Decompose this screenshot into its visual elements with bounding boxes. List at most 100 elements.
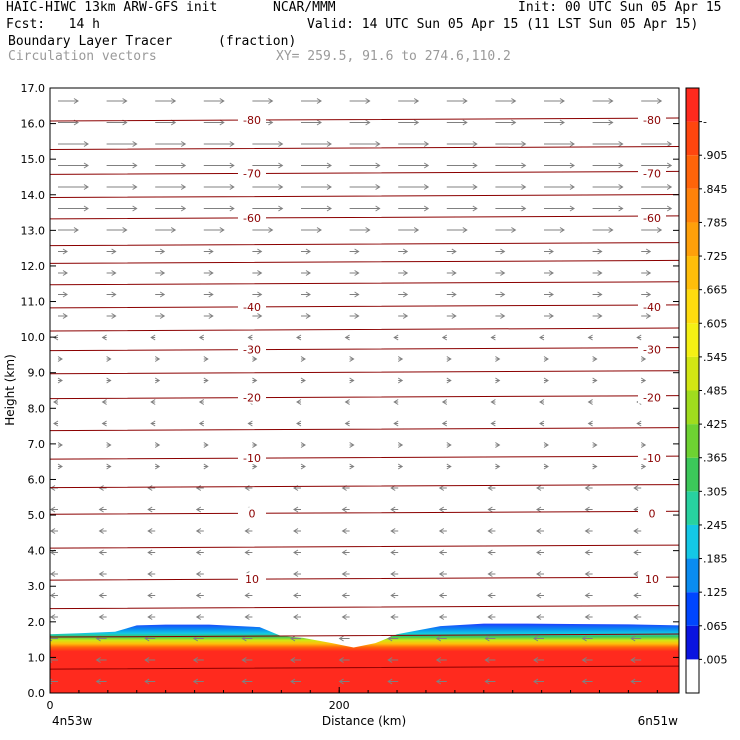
colorbar-label: .005 bbox=[703, 653, 728, 666]
wind-vector-head bbox=[257, 270, 263, 276]
colorbar-label: .485 bbox=[703, 385, 728, 398]
colorbar-label: .425 bbox=[703, 418, 728, 431]
wind-vector-head bbox=[435, 635, 442, 642]
wind-vector-head bbox=[511, 119, 517, 126]
wind-vector-head bbox=[511, 98, 517, 104]
wind-vector-head bbox=[587, 399, 593, 405]
wind-vector-head bbox=[645, 248, 652, 255]
wind-vector-head bbox=[341, 528, 347, 534]
wind-vector-head bbox=[640, 463, 647, 470]
y-tick-label: 1.0 bbox=[28, 651, 46, 664]
wind-vector-head bbox=[633, 592, 639, 599]
wind-vector-head bbox=[597, 313, 603, 319]
wind-vector-head bbox=[147, 571, 153, 577]
wind-vector-head bbox=[195, 506, 202, 513]
wind-vector-head bbox=[548, 313, 554, 319]
wind-vector-head bbox=[278, 162, 284, 169]
wind-vector-head bbox=[365, 98, 371, 104]
wind-vector-head bbox=[50, 657, 53, 663]
wind-vector-head bbox=[441, 399, 448, 405]
wind-vector-head bbox=[559, 98, 565, 104]
wind-vector-head bbox=[229, 141, 235, 147]
wind-vector-head bbox=[446, 356, 452, 362]
temperature-contour bbox=[50, 194, 679, 199]
wind-vector-head bbox=[180, 205, 187, 212]
wind-vector-head bbox=[293, 506, 299, 513]
wind-vector-head bbox=[180, 162, 187, 169]
wind-vector-head bbox=[521, 205, 527, 212]
wind-vector-head bbox=[341, 614, 347, 620]
contour-label-bg bbox=[638, 391, 666, 404]
wind-vector-head bbox=[122, 227, 128, 233]
colorbar-label: .305 bbox=[703, 485, 728, 498]
wind-vector-head bbox=[423, 205, 430, 212]
wind-vector-head bbox=[57, 356, 63, 362]
wind-vector-head bbox=[375, 184, 381, 190]
temperature-contour bbox=[50, 117, 679, 122]
wind-vector-head bbox=[338, 678, 344, 685]
wind-vector-head bbox=[290, 678, 296, 685]
contour-label: -40 bbox=[643, 301, 661, 314]
colorbar-swatch bbox=[686, 88, 699, 122]
wind-vector-head bbox=[487, 485, 493, 491]
wind-vector-head bbox=[241, 635, 247, 642]
wind-vector-head bbox=[83, 184, 89, 190]
wind-vector-head bbox=[195, 592, 202, 599]
plot-frame bbox=[49, 87, 680, 694]
wind-vector-head bbox=[349, 463, 355, 470]
wind-vector-head bbox=[83, 162, 89, 169]
wind-vector-head bbox=[229, 162, 235, 169]
wind-vector-head bbox=[618, 141, 624, 147]
vector-field-name: Circulation vectors bbox=[8, 49, 157, 64]
wind-vector-head bbox=[268, 227, 274, 233]
wind-vector-head bbox=[487, 614, 493, 620]
wind-vector-head bbox=[349, 377, 355, 384]
wind-vector-head bbox=[402, 248, 409, 255]
wind-vector-head bbox=[390, 571, 396, 577]
wind-vector-head bbox=[375, 141, 381, 147]
wind-vector-head bbox=[495, 463, 501, 470]
wind-vector-head bbox=[581, 678, 587, 685]
wind-vector-head bbox=[305, 270, 311, 276]
wind-vector-head bbox=[451, 270, 457, 276]
wind-vector-head bbox=[666, 184, 673, 190]
wind-vector-head bbox=[180, 184, 187, 190]
y-tick-label: 16.0 bbox=[21, 118, 46, 131]
wind-vector-head bbox=[536, 549, 542, 556]
wind-vector-head bbox=[390, 592, 396, 599]
wind-vector-head bbox=[548, 270, 554, 276]
wind-vector-head bbox=[581, 635, 587, 642]
wind-vector-head bbox=[536, 485, 542, 491]
y-tick-label: 12.0 bbox=[21, 260, 46, 273]
wind-vector-head bbox=[390, 614, 396, 620]
contour-label-bg bbox=[638, 343, 666, 356]
wind-vector-head bbox=[633, 571, 639, 577]
wind-vector-head bbox=[293, 614, 299, 620]
y-axis-label: Height (km) bbox=[3, 354, 17, 425]
wind-vector-head bbox=[584, 528, 590, 534]
wind-vector-head bbox=[252, 463, 258, 470]
wind-vector-head bbox=[296, 420, 302, 427]
wind-vector-head bbox=[98, 571, 104, 577]
wind-vector-head bbox=[584, 506, 590, 513]
contour-label: -70 bbox=[643, 167, 661, 180]
wind-vector-head bbox=[487, 528, 493, 534]
wind-vector-head bbox=[423, 184, 430, 190]
wind-vector-head bbox=[487, 592, 493, 599]
temperature-contour bbox=[50, 304, 679, 309]
wind-vector-head bbox=[569, 141, 575, 147]
wind-vector-head bbox=[584, 485, 590, 491]
wind-vector-head bbox=[300, 377, 306, 384]
wind-vector-head bbox=[587, 334, 593, 341]
wind-vector-head bbox=[208, 313, 214, 319]
wind-vector-head bbox=[521, 162, 527, 169]
wind-vector-head bbox=[521, 141, 527, 147]
wind-vector-head bbox=[219, 227, 225, 233]
wind-vector-head bbox=[50, 592, 56, 599]
wind-vector-head bbox=[241, 657, 247, 663]
wind-vector-head bbox=[300, 356, 306, 362]
wind-vector-head bbox=[536, 506, 542, 513]
wind-vector-head bbox=[132, 184, 138, 190]
wind-vector-head bbox=[154, 356, 161, 362]
wind-vector-head bbox=[195, 614, 202, 620]
